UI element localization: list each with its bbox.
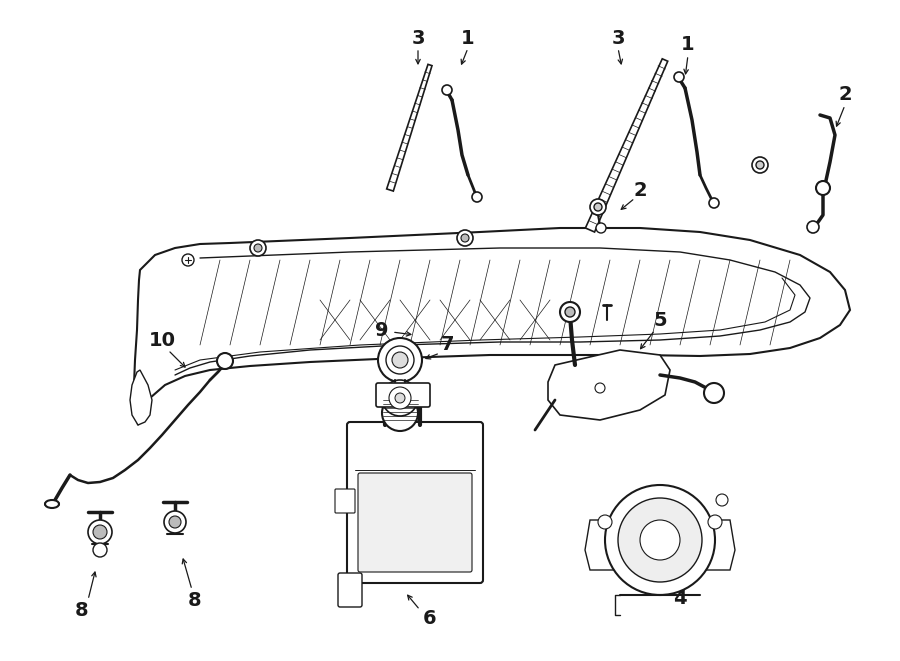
Circle shape bbox=[598, 515, 612, 529]
Text: 2: 2 bbox=[838, 85, 851, 104]
FancyBboxPatch shape bbox=[347, 422, 483, 583]
Circle shape bbox=[93, 525, 107, 539]
Circle shape bbox=[182, 254, 194, 266]
Circle shape bbox=[389, 387, 411, 409]
Circle shape bbox=[93, 543, 107, 557]
Circle shape bbox=[595, 383, 605, 393]
Circle shape bbox=[169, 516, 181, 528]
Circle shape bbox=[618, 498, 702, 582]
Circle shape bbox=[640, 520, 680, 560]
Text: 10: 10 bbox=[148, 330, 176, 350]
Circle shape bbox=[88, 520, 112, 544]
Polygon shape bbox=[585, 59, 668, 232]
Circle shape bbox=[816, 181, 830, 195]
Circle shape bbox=[716, 494, 728, 506]
Polygon shape bbox=[585, 520, 735, 570]
Circle shape bbox=[472, 192, 482, 202]
Circle shape bbox=[594, 203, 602, 211]
Circle shape bbox=[807, 221, 819, 233]
Polygon shape bbox=[134, 228, 850, 425]
Circle shape bbox=[704, 383, 724, 403]
Text: 5: 5 bbox=[653, 311, 667, 329]
Text: 4: 4 bbox=[673, 588, 687, 607]
Circle shape bbox=[756, 161, 764, 169]
Circle shape bbox=[565, 307, 575, 317]
Text: 1: 1 bbox=[461, 28, 475, 48]
Circle shape bbox=[382, 395, 418, 431]
Circle shape bbox=[605, 485, 715, 595]
Circle shape bbox=[254, 244, 262, 252]
Polygon shape bbox=[548, 350, 670, 420]
FancyBboxPatch shape bbox=[358, 473, 472, 572]
Circle shape bbox=[386, 346, 414, 374]
Polygon shape bbox=[130, 370, 152, 425]
Circle shape bbox=[250, 240, 266, 256]
Circle shape bbox=[442, 85, 452, 95]
Circle shape bbox=[752, 157, 768, 173]
Text: 8: 8 bbox=[76, 600, 89, 619]
Circle shape bbox=[217, 353, 233, 369]
Circle shape bbox=[382, 380, 418, 416]
Text: 6: 6 bbox=[423, 609, 436, 627]
Circle shape bbox=[708, 515, 722, 529]
Circle shape bbox=[395, 393, 405, 403]
Circle shape bbox=[378, 338, 422, 382]
Circle shape bbox=[392, 352, 408, 368]
Circle shape bbox=[457, 230, 473, 246]
Text: 2: 2 bbox=[634, 180, 647, 200]
Circle shape bbox=[596, 223, 606, 233]
Text: 1: 1 bbox=[681, 36, 695, 54]
Circle shape bbox=[560, 302, 580, 322]
Text: 3: 3 bbox=[411, 28, 425, 48]
Circle shape bbox=[709, 198, 719, 208]
FancyBboxPatch shape bbox=[335, 489, 355, 513]
Ellipse shape bbox=[45, 500, 59, 508]
Polygon shape bbox=[387, 64, 432, 191]
Circle shape bbox=[674, 72, 684, 82]
Text: 7: 7 bbox=[441, 336, 454, 354]
Circle shape bbox=[590, 199, 606, 215]
FancyBboxPatch shape bbox=[338, 573, 362, 607]
Text: 9: 9 bbox=[375, 321, 389, 340]
Circle shape bbox=[461, 234, 469, 242]
Circle shape bbox=[164, 511, 186, 533]
Text: 8: 8 bbox=[188, 590, 202, 609]
FancyBboxPatch shape bbox=[376, 383, 430, 407]
Text: 3: 3 bbox=[611, 28, 625, 48]
